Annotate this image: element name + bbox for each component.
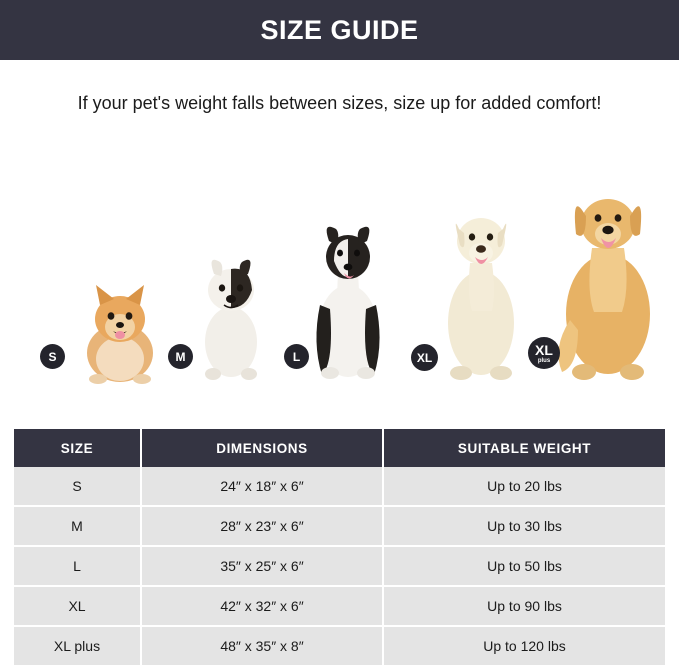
golden-retriever-dog-icon [558, 199, 650, 380]
cell-dimensions: 48″ x 35″ x 8″ [141, 626, 384, 665]
size-badge-xl: XL [411, 344, 438, 371]
size-guide-table: SIZE DIMENSIONS SUITABLE WEIGHT S 24″ x … [14, 429, 665, 665]
table-row: S 24″ x 18″ x 6″ Up to 20 lbs [14, 467, 665, 507]
table-row: M 28″ x 23″ x 6″ Up to 30 lbs [14, 506, 665, 547]
cell-weight: Up to 90 lbs [383, 586, 665, 627]
size-badge-xl-plus-label: XL [535, 341, 553, 358]
table-row: XL 42″ x 32″ x 6″ Up to 90 lbs [14, 586, 665, 627]
dog-figure-m [188, 250, 274, 385]
cell-size: XL plus [14, 626, 142, 665]
table-header-row: SIZE DIMENSIONS SUITABLE WEIGHT [14, 429, 665, 467]
cell-dimensions: 42″ x 32″ x 6″ [141, 586, 384, 627]
cell-size: M [14, 506, 142, 547]
size-badge-s: S [40, 344, 65, 369]
dog-figure-s [70, 275, 170, 385]
cell-size: S [14, 467, 142, 507]
cell-weight: Up to 20 lbs [383, 467, 665, 507]
size-badge-xl-plus-sublabel: plus [537, 357, 551, 364]
column-header-suitable-weight: SUITABLE WEIGHT [383, 429, 665, 467]
column-header-size: SIZE [14, 429, 142, 467]
column-header-dimensions: DIMENSIONS [141, 429, 384, 467]
cell-dimensions: 28″ x 23″ x 6″ [141, 506, 384, 547]
french-bulldog-icon [205, 259, 257, 380]
size-badge-m-label: M [175, 349, 186, 364]
pomeranian-dog-icon [87, 285, 153, 384]
labrador-dog-icon [448, 218, 514, 380]
dog-figure-xl [430, 199, 532, 385]
subtitle-text: If your pet's weight falls between sizes… [77, 93, 602, 113]
cell-weight: Up to 120 lbs [383, 626, 665, 665]
cell-size: XL [14, 586, 142, 627]
size-guide-header-bar: SIZE GUIDE [0, 0, 679, 60]
cell-dimensions: 24″ x 18″ x 6″ [141, 467, 384, 507]
size-badge-l-label: L [292, 349, 301, 364]
size-badge-l: L [284, 344, 309, 369]
table-row: XL plus 48″ x 35″ x 8″ Up to 120 lbs [14, 626, 665, 665]
cell-dimensions: 35″ x 25″ x 6″ [141, 546, 384, 587]
table-row: L 35″ x 25″ x 6″ Up to 50 lbs [14, 546, 665, 587]
dog-figure-xl-plus [548, 180, 668, 385]
dog-figure-l [300, 213, 396, 385]
size-badge-s-label: S [48, 349, 57, 364]
cell-weight: Up to 30 lbs [383, 506, 665, 547]
size-badge-xl-plus: XL plus [528, 337, 560, 369]
cell-weight: Up to 50 lbs [383, 546, 665, 587]
size-badge-xl-label: XL [416, 350, 433, 365]
dog-size-comparison-illustration [0, 160, 679, 385]
size-badge-m: M [168, 344, 193, 369]
cell-size: L [14, 546, 142, 587]
border-collie-dog-icon [316, 226, 380, 379]
page-title: SIZE GUIDE [260, 14, 419, 45]
